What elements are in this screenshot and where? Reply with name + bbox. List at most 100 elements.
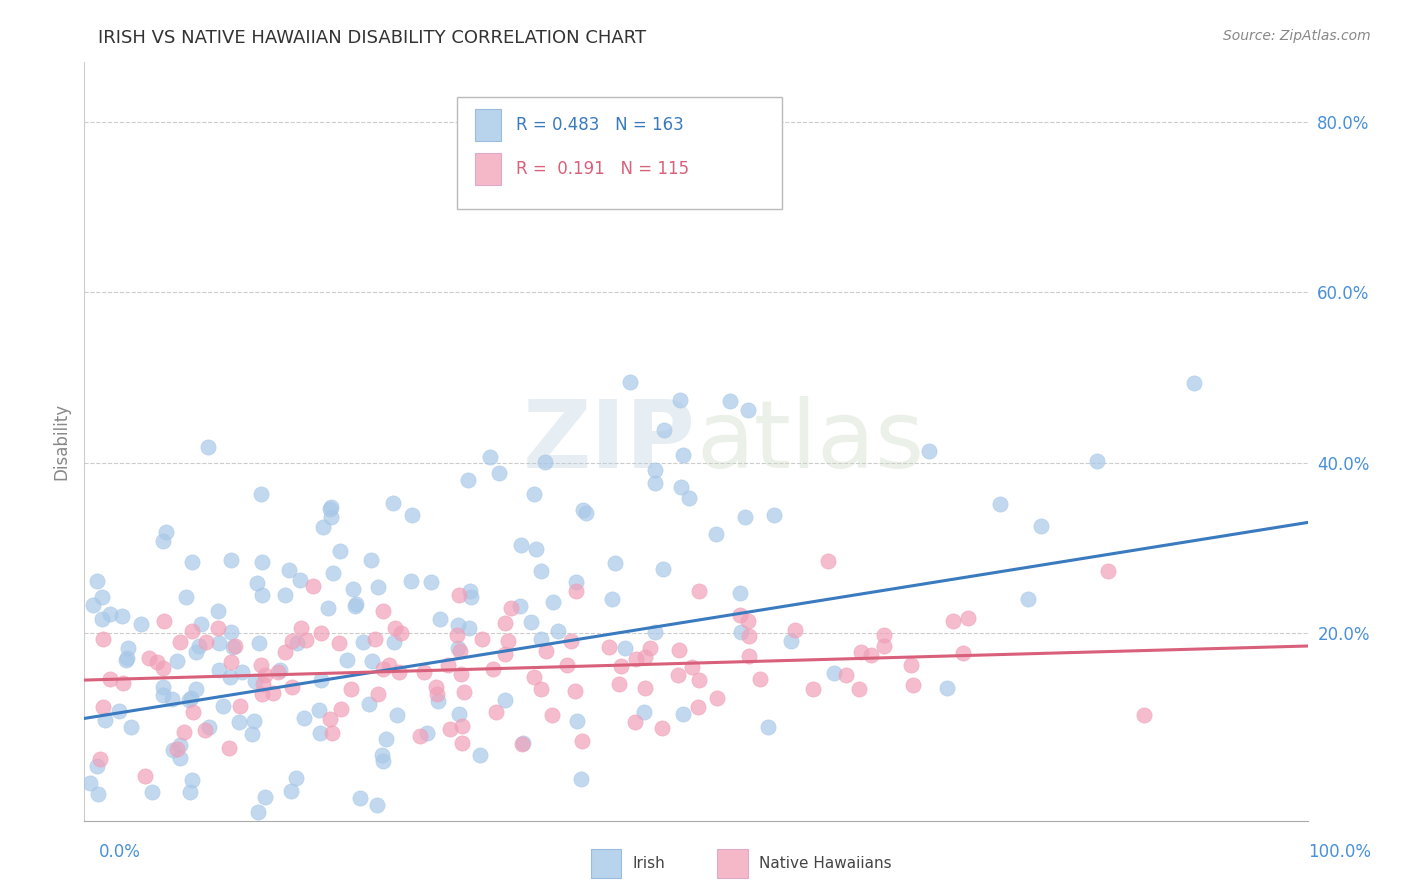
Point [496, 634, 519, 648]
Point [274, 588, 297, 602]
Point [918, 443, 941, 458]
Point [243, 714, 266, 728]
Text: ZIP: ZIP [523, 395, 696, 488]
Point [956, 611, 979, 625]
Point [344, 597, 367, 611]
Point [366, 798, 388, 813]
Point [936, 681, 959, 696]
Point [686, 700, 709, 714]
Point [494, 648, 516, 662]
Point [426, 687, 449, 701]
Point [169, 738, 191, 752]
Point [222, 640, 245, 654]
Point [672, 448, 695, 462]
Text: atlas: atlas [696, 395, 924, 488]
Point [488, 467, 510, 481]
Point [460, 590, 482, 604]
Point [138, 650, 160, 665]
Point [624, 714, 647, 729]
Point [219, 670, 242, 684]
Point [89, 752, 111, 766]
Point [253, 790, 276, 805]
Point [181, 773, 204, 788]
Point [510, 737, 533, 751]
Point [737, 615, 759, 629]
Point [86, 787, 108, 801]
Point [633, 705, 655, 719]
Point [280, 680, 302, 694]
Point [322, 566, 344, 580]
Point [111, 609, 134, 624]
Point [112, 676, 135, 690]
Point [482, 662, 505, 676]
Point [688, 584, 710, 599]
Point [728, 607, 751, 622]
Point [644, 463, 666, 477]
Point [177, 693, 200, 707]
Text: Source: ZipAtlas.com: Source: ZipAtlas.com [1223, 29, 1371, 44]
Point [336, 653, 359, 667]
Point [541, 707, 564, 722]
Point [524, 541, 547, 556]
Point [413, 665, 436, 680]
Point [267, 665, 290, 679]
Point [359, 697, 381, 711]
Point [253, 830, 276, 845]
Point [224, 639, 246, 653]
Point [82, 599, 104, 613]
Point [98, 607, 121, 622]
Point [117, 640, 139, 655]
Point [309, 626, 332, 640]
Point [212, 698, 235, 713]
Point [318, 601, 340, 615]
Point [190, 616, 212, 631]
Text: 0.0%: 0.0% [98, 843, 141, 861]
Point [274, 645, 297, 659]
Point [374, 732, 396, 747]
Point [152, 661, 174, 675]
Text: Irish: Irish [633, 856, 665, 871]
Point [179, 784, 201, 798]
Bar [475, 110, 502, 141]
Point [181, 705, 204, 719]
Point [523, 487, 546, 501]
Point [290, 621, 312, 635]
Point [610, 659, 633, 673]
Point [607, 676, 630, 690]
Point [319, 500, 342, 514]
Point [207, 621, 229, 635]
Point [523, 670, 546, 684]
Point [371, 662, 394, 676]
Point [801, 682, 824, 697]
Point [603, 556, 626, 570]
Point [600, 592, 623, 607]
Point [572, 502, 595, 516]
Point [437, 657, 460, 672]
Point [250, 588, 273, 602]
Point [706, 691, 728, 706]
Point [318, 502, 340, 516]
Point [494, 692, 516, 706]
Point [681, 660, 703, 674]
Point [91, 700, 114, 714]
Point [111, 830, 134, 845]
Point [169, 750, 191, 764]
Point [382, 830, 405, 845]
Point [501, 601, 523, 615]
Point [447, 588, 470, 602]
Point [942, 614, 965, 628]
Point [146, 655, 169, 669]
Point [98, 673, 121, 687]
Point [91, 591, 114, 605]
Point [638, 641, 661, 656]
Point [384, 621, 406, 635]
Point [197, 720, 219, 734]
Point [86, 830, 108, 845]
Point [547, 624, 569, 639]
Point [152, 534, 174, 549]
Point [730, 624, 752, 639]
Point [823, 666, 845, 681]
Point [250, 688, 273, 702]
Point [564, 684, 586, 698]
Point [389, 625, 412, 640]
